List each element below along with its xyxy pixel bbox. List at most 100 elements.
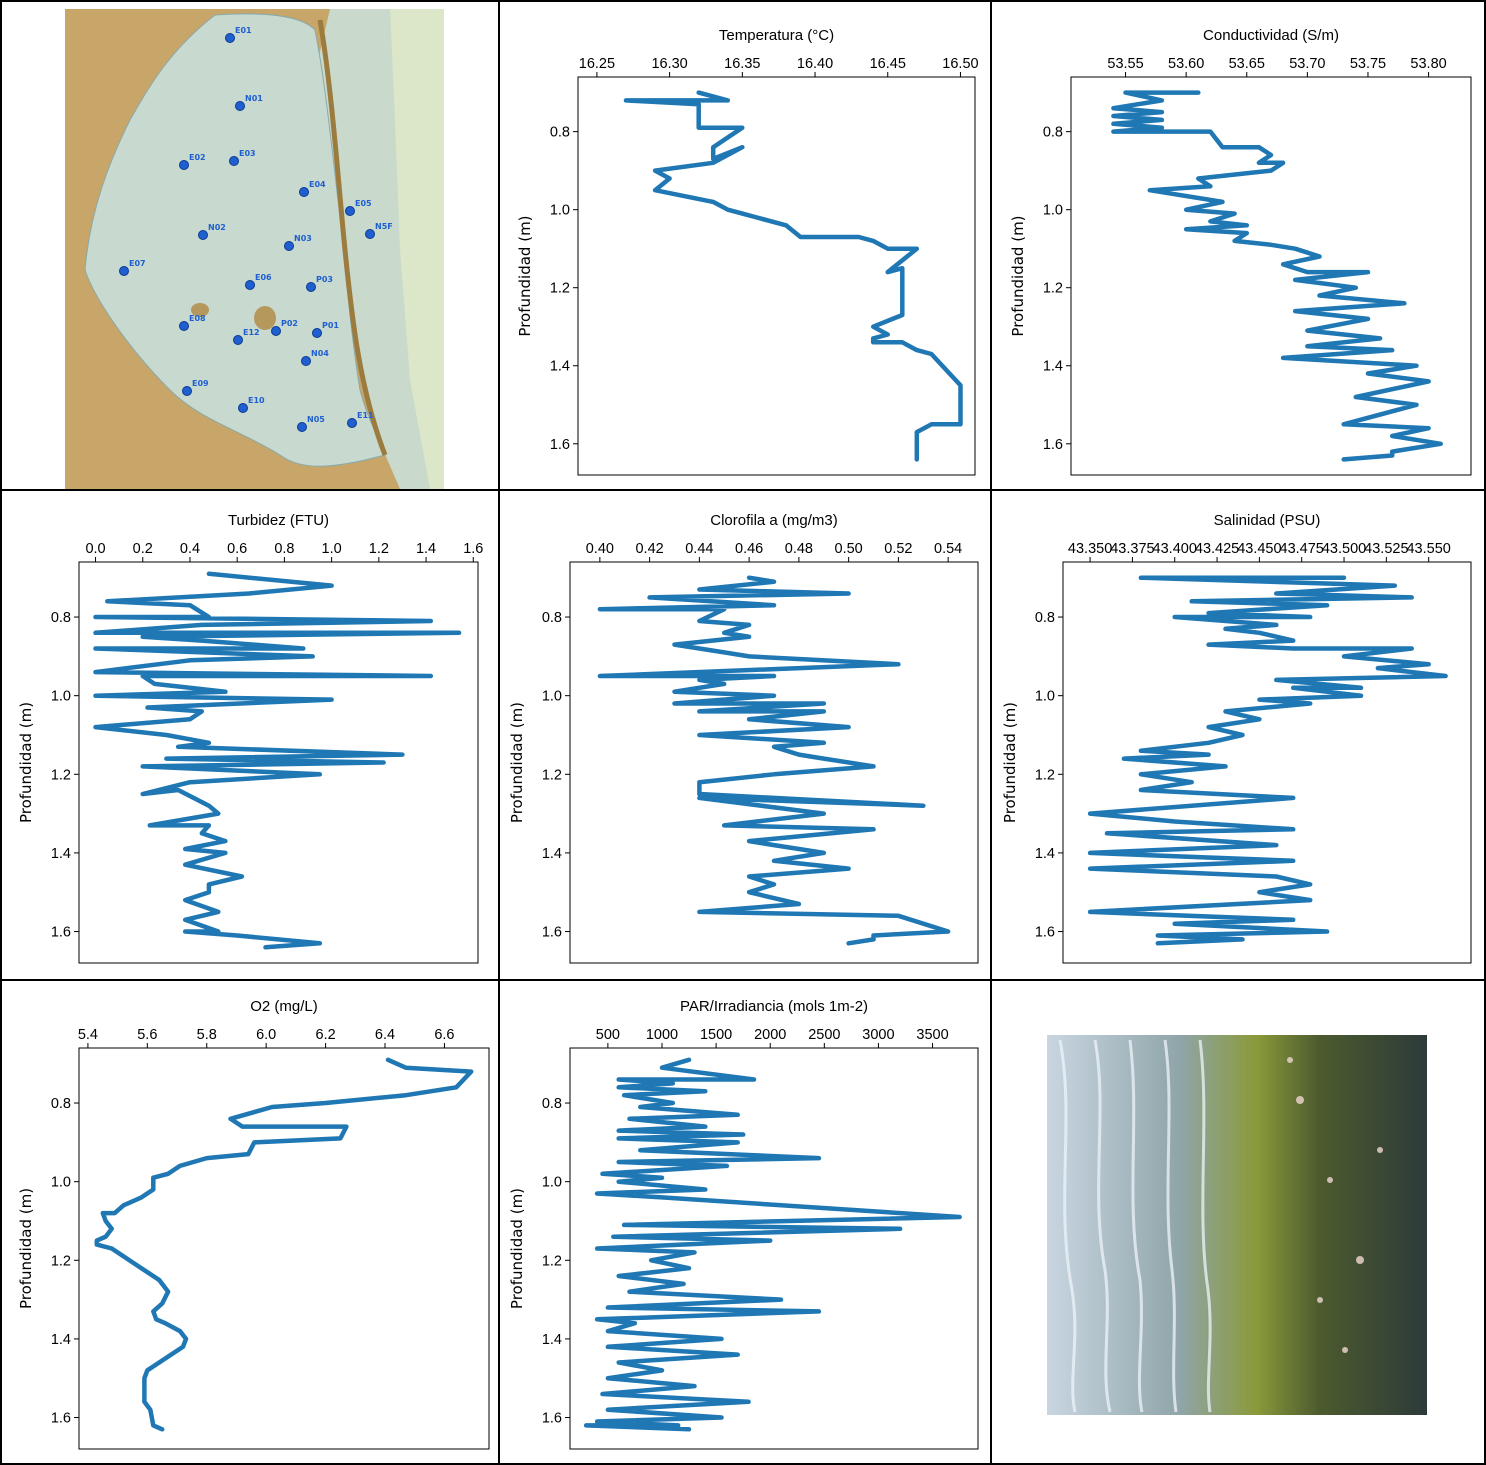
y-tick-label: 1.6 bbox=[51, 925, 71, 941]
y-axis-label: Profundidad (m) bbox=[516, 215, 534, 336]
station-label: E07 bbox=[129, 259, 146, 268]
station-label: N04 bbox=[311, 349, 329, 358]
y-tick-label: 1.4 bbox=[550, 359, 570, 375]
station-marker bbox=[119, 266, 129, 276]
station-marker bbox=[347, 418, 357, 428]
x-tick-label: 6.0 bbox=[256, 1027, 276, 1043]
profile-line bbox=[1111, 90, 1443, 462]
x-tick-label: 16.30 bbox=[651, 56, 687, 72]
station-label: P03 bbox=[316, 275, 333, 284]
chart-title: Conductividad (S/m) bbox=[1203, 27, 1339, 44]
y-tick-label: 1.2 bbox=[542, 1253, 562, 1269]
y-tick-label: 1.0 bbox=[550, 203, 570, 219]
x-tick-label: 0.40 bbox=[586, 541, 614, 557]
x-tick-label: 16.40 bbox=[797, 56, 833, 72]
y-axis-label: Profundidad (m) bbox=[17, 702, 35, 823]
y-tick-label: 1.2 bbox=[51, 1253, 71, 1269]
x-tick-label: 53.70 bbox=[1289, 56, 1325, 72]
y-tick-label: 1.0 bbox=[1035, 689, 1055, 705]
chart-title: Temperatura (°C) bbox=[719, 27, 834, 44]
x-tick-label: 43.450 bbox=[1237, 541, 1281, 557]
x-tick-label: 43.525 bbox=[1364, 541, 1408, 557]
profile-line bbox=[93, 571, 462, 950]
x-tick-label: 0.46 bbox=[735, 541, 763, 557]
station-label: N5F bbox=[375, 222, 393, 231]
charts-layer: Temperatura (°C) 16.25 16.30 16.35 16.40 16.4… bbox=[17, 27, 1472, 1450]
y-tick-label: 1.6 bbox=[51, 1411, 71, 1427]
y-tick-label: 1.2 bbox=[1035, 767, 1055, 783]
y-tick-label: 0.8 bbox=[51, 1096, 71, 1112]
y-axis-label: Profundidad (m) bbox=[508, 702, 526, 823]
station-label: N03 bbox=[294, 234, 312, 243]
profile-line bbox=[583, 1057, 962, 1432]
station-marker bbox=[284, 241, 294, 251]
station-marker bbox=[179, 321, 189, 331]
profile-chart: Temperatura (°C) 16.25 16.30 16.35 16.40 16.4… bbox=[516, 27, 979, 476]
station-label: E08 bbox=[189, 314, 206, 323]
x-tick-label: 5.8 bbox=[197, 1027, 217, 1043]
x-tick-label: 53.75 bbox=[1350, 56, 1386, 72]
station-label: E10 bbox=[248, 396, 265, 405]
profile-chart: Clorofila a (mg/m3) 0.40 0.42 0.44 0.46 0.48 0… bbox=[508, 512, 979, 964]
x-tick-label: 0.54 bbox=[934, 541, 962, 557]
y-tick-label: 1.0 bbox=[1043, 203, 1063, 219]
profile-chart: Salinidad (PSU)43.35043.37543.40043.4254… bbox=[1001, 512, 1472, 964]
y-tick-label: 1.0 bbox=[51, 689, 71, 705]
station-marker bbox=[312, 328, 322, 338]
x-tick-label: 0.42 bbox=[635, 541, 663, 557]
station-label: N02 bbox=[208, 223, 226, 232]
y-tick-label: 0.8 bbox=[550, 125, 570, 141]
profile-line bbox=[597, 575, 951, 946]
x-tick-label: 0.50 bbox=[835, 541, 863, 557]
station-marker bbox=[299, 187, 309, 197]
station-label: P02 bbox=[281, 319, 298, 328]
chart-title: Salinidad (PSU) bbox=[1214, 512, 1321, 529]
y-tick-label: 1.4 bbox=[1043, 359, 1063, 375]
y-tick-label: 1.6 bbox=[1043, 437, 1063, 453]
x-tick-label: 43.500 bbox=[1322, 541, 1366, 557]
x-tick-label: 43.350 bbox=[1068, 541, 1112, 557]
y-tick-label: 1.2 bbox=[1043, 281, 1063, 297]
water-photo bbox=[1047, 1035, 1427, 1415]
plot-area bbox=[1070, 76, 1472, 476]
station-marker bbox=[245, 280, 255, 290]
y-tick-label: 1.0 bbox=[51, 1175, 71, 1191]
station-label: E12 bbox=[243, 328, 260, 337]
x-tick-label: 43.475 bbox=[1280, 541, 1324, 557]
y-tick-label: 1.4 bbox=[51, 1332, 71, 1348]
profile-chart: Turbidez (FTU) 0.0 0.2 0.4 0.6 0.8 1.0 1.2 1.4 1.… bbox=[17, 512, 483, 964]
plot-area bbox=[78, 1047, 490, 1450]
chart-title: Clorofila a (mg/m3) bbox=[710, 512, 838, 529]
y-tick-label: 1.2 bbox=[542, 767, 562, 783]
y-tick-label: 1.0 bbox=[542, 689, 562, 705]
station-label: E06 bbox=[255, 273, 272, 282]
station-marker bbox=[225, 33, 235, 43]
plot-area bbox=[577, 76, 976, 476]
y-axis-label: Profundidad (m) bbox=[1009, 215, 1027, 336]
chart-title: O2 (mg/L) bbox=[250, 998, 318, 1015]
y-tick-label: 0.8 bbox=[51, 610, 71, 626]
x-tick-label: 0.48 bbox=[785, 541, 813, 557]
plot-area bbox=[1062, 561, 1472, 964]
x-tick-label: 0.0 bbox=[85, 541, 105, 557]
x-tick-label: 43.550 bbox=[1406, 541, 1450, 557]
x-tick-label: 0.52 bbox=[884, 541, 912, 557]
x-tick-label: 53.60 bbox=[1168, 56, 1204, 72]
x-tick-label: 3500 bbox=[916, 1027, 948, 1043]
y-tick-label: 0.8 bbox=[542, 1096, 562, 1112]
y-axis-label: Profundidad (m) bbox=[508, 1188, 526, 1309]
y-tick-label: 1.6 bbox=[542, 1411, 562, 1427]
x-tick-label: 16.50 bbox=[942, 56, 978, 72]
x-tick-label: 0.8 bbox=[274, 541, 294, 557]
x-tick-label: 16.45 bbox=[870, 56, 906, 72]
station-label: N05 bbox=[307, 415, 325, 424]
station-label: E05 bbox=[355, 199, 372, 208]
x-tick-label: 53.55 bbox=[1107, 56, 1143, 72]
station-marker bbox=[198, 230, 208, 240]
station-marker bbox=[301, 356, 311, 366]
x-tick-label: 1.4 bbox=[416, 541, 436, 557]
y-tick-label: 1.6 bbox=[542, 925, 562, 941]
y-tick-label: 1.6 bbox=[550, 437, 570, 453]
